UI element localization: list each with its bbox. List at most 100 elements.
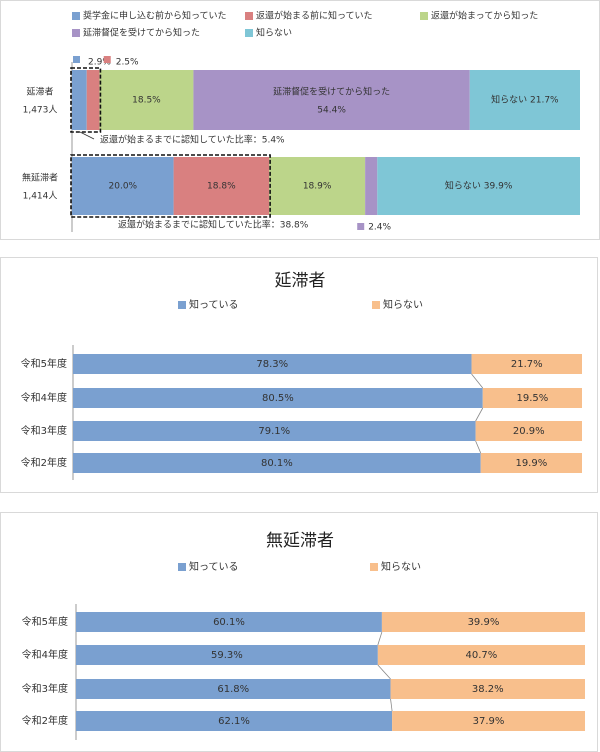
bar-label-r2-s5: 知らない 39.9% xyxy=(445,180,513,192)
c3-bar-segment-r3-s2 xyxy=(390,679,585,699)
category-label-1-count: 1,473人 xyxy=(23,105,58,116)
category-label-2-count: 1,414人 xyxy=(23,191,58,202)
legend-label-5: 知らない xyxy=(256,27,292,39)
legend-swatch-3 xyxy=(420,12,428,20)
c3-legend-label-2: 知らない xyxy=(381,560,421,573)
c3-category-label-4: 令和2年度 xyxy=(22,714,68,727)
legend-label-1: 奨学金に申し込む前から知っていた xyxy=(83,10,227,22)
c2-category-label-3: 令和3年度 xyxy=(21,424,67,437)
c3-bar-label-r4-s1: 62.1% xyxy=(218,716,250,727)
c2-series-connector-2 xyxy=(475,407,484,422)
bar-segment-r2-s4 xyxy=(365,157,378,215)
bar-segment-r2-s1 xyxy=(72,157,174,215)
c3-bar-label-r2-s2: 40.7% xyxy=(466,650,498,661)
c3-series-connector-1 xyxy=(377,631,383,646)
outside-label-marker-r1-s2 xyxy=(103,56,111,63)
bar-segment-r2-s2 xyxy=(173,157,270,215)
legend-label-3: 返還が始まってから知った xyxy=(431,10,538,22)
c3-legend-swatch-2 xyxy=(370,563,378,571)
c3-bar-label-r3-s2: 38.2% xyxy=(472,684,504,695)
c3-chart-title: 無延滞者 xyxy=(266,531,334,551)
legend-swatch-5 xyxy=(245,29,253,37)
c3-bar-segment-r1-s2 xyxy=(381,612,585,632)
c3-bar-label-r1-s1: 60.1% xyxy=(213,617,245,628)
c2-chart-title: 延滞者 xyxy=(275,271,326,291)
c2-bar-segment-r3-s1 xyxy=(73,421,476,441)
c2-legend-label-1: 知っている xyxy=(189,298,239,311)
c2-bar-segment-r2-s2 xyxy=(482,388,582,408)
c3-bar-segment-r4-s1 xyxy=(76,711,393,731)
c2-bar-label-r2-s1: 80.5% xyxy=(262,393,294,404)
bar-label-r1-s1: 2.9% xyxy=(88,58,111,68)
bar-segment-r2-s3 xyxy=(269,157,366,215)
bar-segment-r1-s3 xyxy=(99,70,194,130)
c2-category-label-2: 令和4年度 xyxy=(21,391,67,404)
legend-swatch-2 xyxy=(245,12,253,20)
c3-bar-segment-r2-s1 xyxy=(76,645,378,665)
legend-swatch-4 xyxy=(72,29,80,37)
c2-bar-segment-r3-s2 xyxy=(475,421,582,441)
c2-bar-label-r1-s1: 78.3% xyxy=(256,359,288,370)
c3-category-label-1: 令和5年度 xyxy=(22,615,68,628)
legend-swatch-1 xyxy=(72,12,80,20)
c3-category-label-3: 令和3年度 xyxy=(22,682,68,695)
bar-segment-r2-s5 xyxy=(377,157,580,215)
bar-label-r2-s2: 18.8% xyxy=(207,182,236,192)
outside-label-marker-r2-s4 xyxy=(357,223,365,230)
c3-series-connector-3 xyxy=(390,698,393,712)
c2-category-label-1: 令和5年度 xyxy=(21,357,67,370)
bar-label-r1-s2: 2.5% xyxy=(116,58,139,68)
bar-label-r1-s5: 知らない 21.7% xyxy=(491,94,559,106)
annotation-1: 返還が始まるまでに認知していた比率：5.4% xyxy=(100,134,285,146)
c2-bar-label-r4-s2: 19.9% xyxy=(515,458,547,469)
bar-label-r2-s3: 18.9% xyxy=(303,182,332,192)
c2-bar-segment-r1-s2 xyxy=(471,354,582,374)
c3-bar-label-r3-s1: 61.8% xyxy=(217,684,249,695)
highlight-box-2 xyxy=(70,154,271,218)
c2-bar-label-r3-s2: 20.9% xyxy=(513,426,545,437)
c3-legend-swatch-1 xyxy=(178,563,186,571)
c2-bar-label-r1-s2: 21.7% xyxy=(511,359,543,370)
c3-legend-label-1: 知っている xyxy=(189,560,239,573)
highlight-box-1 xyxy=(70,67,102,133)
bar-label-r1-s4-name: 延滞督促を受けてから知った xyxy=(273,86,390,98)
c2-legend-swatch-2 xyxy=(372,301,380,309)
bar-segment-r1-s1 xyxy=(72,70,87,130)
bar-segment-r1-s5 xyxy=(469,70,580,130)
outside-label-marker-r1-s1 xyxy=(73,56,80,63)
legend-label-2: 返還が始まる前に知っていた xyxy=(256,10,373,22)
c2-bar-label-r4-s1: 80.1% xyxy=(261,458,293,469)
bar-segment-r1-s4 xyxy=(193,70,470,130)
c2-category-label-4: 令和2年度 xyxy=(21,456,67,469)
c3-bar-label-r2-s1: 59.3% xyxy=(211,650,243,661)
c2-series-connector-3 xyxy=(475,440,482,454)
c2-bar-segment-r1-s1 xyxy=(73,354,472,374)
category-label-2-name: 無延滞者 xyxy=(22,172,58,184)
c2-bar-label-r2-s2: 19.5% xyxy=(516,393,548,404)
c3-bar-segment-r4-s2 xyxy=(392,711,585,731)
c3-bar-label-r1-s2: 39.9% xyxy=(468,617,500,628)
c2-legend-label-2: 知らない xyxy=(383,298,423,311)
c3-series-connector-2 xyxy=(377,664,391,680)
c3-bar-label-r4-s2: 37.9% xyxy=(473,716,505,727)
bar-label-r1-s3: 18.5% xyxy=(132,96,161,106)
c2-bar-segment-r4-s1 xyxy=(73,453,481,473)
annotation-leader-2 xyxy=(127,216,131,223)
c3-bar-segment-r1-s1 xyxy=(76,612,382,632)
annotation-2: 返還が始まるまでに認知していた比率：38.8% xyxy=(118,219,309,231)
bar-segment-r1-s2 xyxy=(86,70,100,130)
c3-category-label-2: 令和4年度 xyxy=(22,648,68,661)
bar-label-r2-s4: 2.4% xyxy=(368,223,391,233)
c2-legend-swatch-1 xyxy=(178,301,186,309)
c2-bar-label-r3-s1: 79.1% xyxy=(258,426,290,437)
legend-label-4: 延滞督促を受けてから知った xyxy=(83,27,200,39)
c3-bar-segment-r3-s1 xyxy=(76,679,391,699)
c3-bar-segment-r2-s2 xyxy=(377,645,585,665)
c2-bar-segment-r4-s2 xyxy=(480,453,582,473)
category-label-1-name: 延滞者 xyxy=(26,86,53,98)
c2-bar-segment-r2-s1 xyxy=(73,388,483,408)
annotation-leader-1 xyxy=(79,131,95,140)
bar-label-r2-s1: 20.0% xyxy=(109,182,138,192)
bar-label-r1-s4: 54.4% xyxy=(317,106,346,116)
